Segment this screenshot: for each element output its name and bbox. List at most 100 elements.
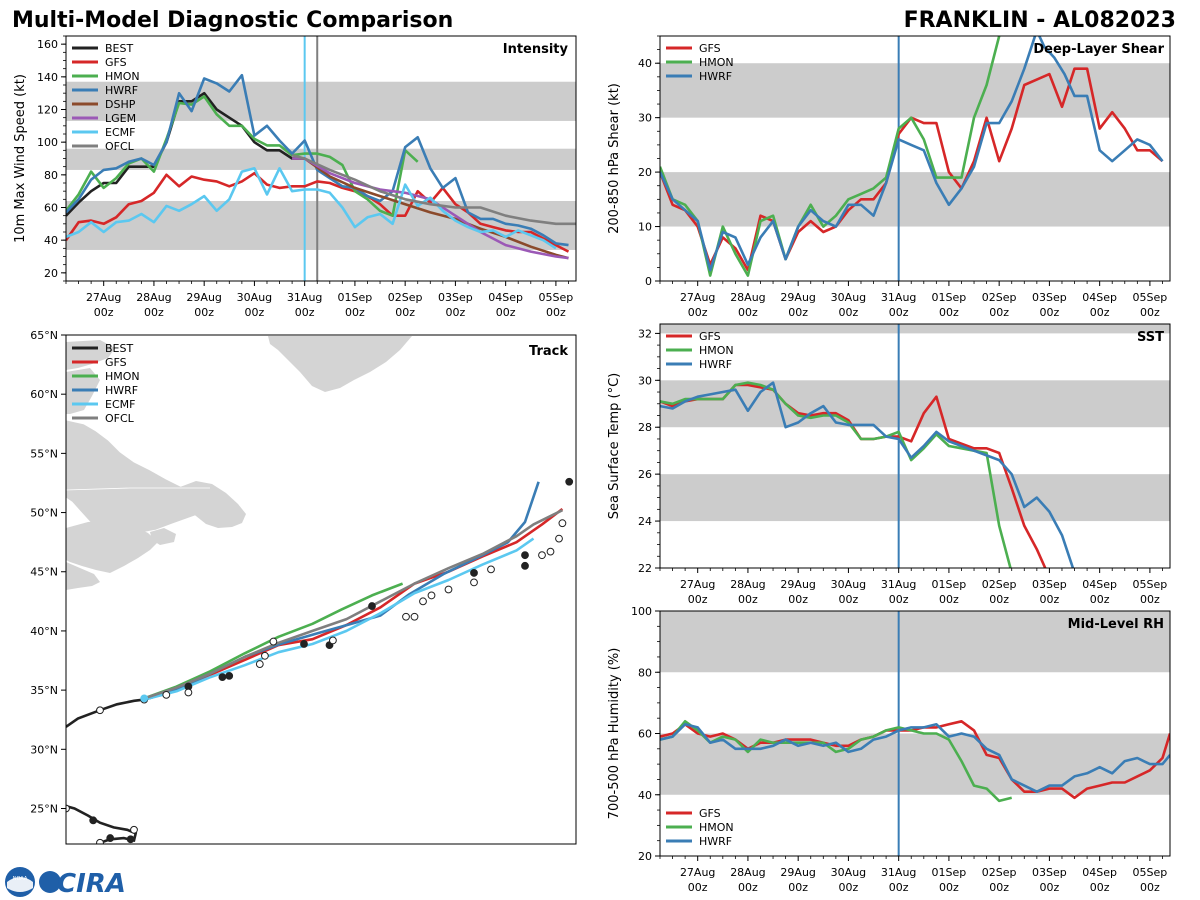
plot-area bbox=[660, 324, 1170, 568]
series-line-hwrf bbox=[66, 73, 569, 247]
legend-label-gfs: GFS bbox=[699, 42, 721, 55]
new-england-land bbox=[66, 562, 100, 590]
plot-frame bbox=[659, 323, 1171, 569]
x-tick-hour: 00z bbox=[939, 881, 959, 894]
x-tick-hour: 00z bbox=[1140, 881, 1160, 894]
legend-label-gfs: GFS bbox=[699, 807, 721, 820]
track-marker bbox=[558, 519, 567, 528]
x-tick-hour: 00z bbox=[1140, 306, 1160, 319]
y-axis-label: 200-850 hPa Shear (kt) bbox=[607, 83, 622, 234]
x-tick-date: 03Sep bbox=[1032, 291, 1067, 304]
series-line-hmon bbox=[660, 719, 1013, 803]
y-axis-label: 10m Max Wind Speed (kt) bbox=[13, 74, 28, 243]
rh-panel: 20 40 60 80 100 27Aug 00z 28Aug 00z 29Aug 00z 30Aug… bbox=[607, 605, 1171, 894]
y-tick-label: 60 bbox=[638, 728, 652, 741]
panel-title: Intensity bbox=[503, 42, 569, 57]
x-tick-date: 28Aug bbox=[730, 866, 765, 879]
track-frame bbox=[65, 334, 577, 845]
figure-title: Multi-Model Diagnostic Comparison bbox=[12, 8, 453, 33]
track-marker bbox=[89, 816, 98, 825]
x-tick-date: 31Aug bbox=[881, 578, 916, 591]
track-line-ofcl bbox=[143, 509, 563, 700]
track-panel: 25°N 30°N 35°N 40°N 45°N 50°N 55°N 60°N 65°N Trac… bbox=[30, 329, 590, 845]
legend-label-gfs: GFS bbox=[105, 56, 127, 69]
y-tick-label: 20 bbox=[44, 267, 58, 280]
threshold-band bbox=[660, 474, 1170, 522]
legend-label-hwrf: HWRF bbox=[105, 384, 138, 397]
track-marker bbox=[218, 673, 227, 681]
track-marker bbox=[521, 551, 529, 560]
track-marker bbox=[538, 551, 546, 560]
x-tick-date: 05Sep bbox=[1133, 578, 1168, 591]
track-marker bbox=[546, 547, 555, 556]
legend-label-hmon: HMON bbox=[699, 821, 734, 834]
x-tick-hour: 00z bbox=[395, 306, 415, 319]
legend-label-best: BEST bbox=[105, 42, 133, 55]
track-line-gfs bbox=[143, 507, 564, 700]
shear-panel: 0 10 20 30 40 27Aug 00z 28Aug 00z 29Aug 00z 30Aug 00… bbox=[607, 35, 1171, 319]
x-tick-hour: 00z bbox=[1040, 593, 1060, 606]
lat-tick-label: 45°N bbox=[30, 566, 58, 579]
threshold-band bbox=[660, 611, 1170, 673]
x-tick-date: 29Aug bbox=[780, 578, 815, 591]
track-marker bbox=[444, 585, 453, 594]
legend-label-ecmf: ECMF bbox=[105, 126, 135, 139]
panel-title: Deep-Layer Shear bbox=[1033, 42, 1164, 57]
y-tick-label: 80 bbox=[44, 169, 58, 182]
x-tick-date: 27Aug bbox=[680, 866, 715, 879]
x-tick-date: 03Sep bbox=[438, 291, 473, 304]
track-marker bbox=[140, 694, 149, 703]
track-line-best-early bbox=[66, 804, 138, 843]
x-tick-date: 31Aug bbox=[287, 291, 322, 304]
track-marker bbox=[130, 825, 138, 834]
lat-tick-label: 60°N bbox=[30, 388, 58, 401]
legend-label-gfs: GFS bbox=[699, 330, 721, 343]
x-tick-date: 30Aug bbox=[237, 291, 272, 304]
x-tick-hour: 00z bbox=[989, 306, 1009, 319]
series-line-hwrf bbox=[660, 722, 1170, 794]
x-tick-date: 29Aug bbox=[780, 291, 815, 304]
x-tick-date: 02Sep bbox=[982, 291, 1017, 304]
x-tick-date: 30Aug bbox=[831, 578, 866, 591]
x-tick-date: 31Aug bbox=[881, 866, 916, 879]
track-marker bbox=[329, 636, 337, 645]
x-tick-date: 28Aug bbox=[136, 291, 171, 304]
y-tick-label: 40 bbox=[638, 789, 652, 802]
x-tick-hour: 00z bbox=[989, 881, 1009, 894]
series-line-ecmf bbox=[66, 167, 557, 250]
x-tick-hour: 00z bbox=[889, 306, 909, 319]
y-tick-label: 60 bbox=[44, 202, 58, 215]
track-marker bbox=[427, 591, 436, 600]
x-tick-date: 30Aug bbox=[831, 291, 866, 304]
threshold-band bbox=[660, 733, 1170, 795]
y-tick-label: 22 bbox=[638, 562, 652, 575]
x-tick-date: 29Aug bbox=[186, 291, 221, 304]
land-masses bbox=[66, 336, 412, 590]
y-axis-label: 700-500 hPa Humidity (%) bbox=[607, 648, 622, 820]
panel-title: Track bbox=[529, 344, 568, 359]
series-line-hwrf bbox=[660, 36, 1164, 272]
x-tick-hour: 00z bbox=[839, 881, 859, 894]
y-tick-label: 40 bbox=[44, 234, 58, 247]
lat-tick-label: 30°N bbox=[30, 743, 58, 756]
nova-scotia-land bbox=[66, 520, 158, 573]
y-tick-label: 28 bbox=[638, 421, 652, 434]
x-tick-hour: 00z bbox=[889, 881, 909, 894]
x-tick-hour: 00z bbox=[144, 306, 164, 319]
intensity-panel: 20 40 60 80 100 120 140 160 27Aug 00z 28Aug 00z 29Au… bbox=[13, 35, 577, 319]
legend-label-ecmf: ECMF bbox=[105, 398, 135, 411]
x-tick-date: 31Aug bbox=[881, 291, 916, 304]
threshold-band bbox=[660, 380, 1170, 428]
newfoundland-land bbox=[180, 481, 246, 528]
track-marker bbox=[126, 835, 135, 844]
x-tick-hour: 00z bbox=[688, 593, 708, 606]
track-marker bbox=[402, 612, 410, 621]
x-tick-hour: 00z bbox=[1090, 306, 1110, 319]
track-marker bbox=[419, 597, 427, 606]
track-marker bbox=[470, 569, 478, 577]
track-marker bbox=[583, 534, 590, 541]
x-tick-date: 04Sep bbox=[1082, 291, 1117, 304]
series-line-ofcl bbox=[291, 153, 576, 226]
cira-logo: NOAA CIRA bbox=[5, 867, 126, 899]
